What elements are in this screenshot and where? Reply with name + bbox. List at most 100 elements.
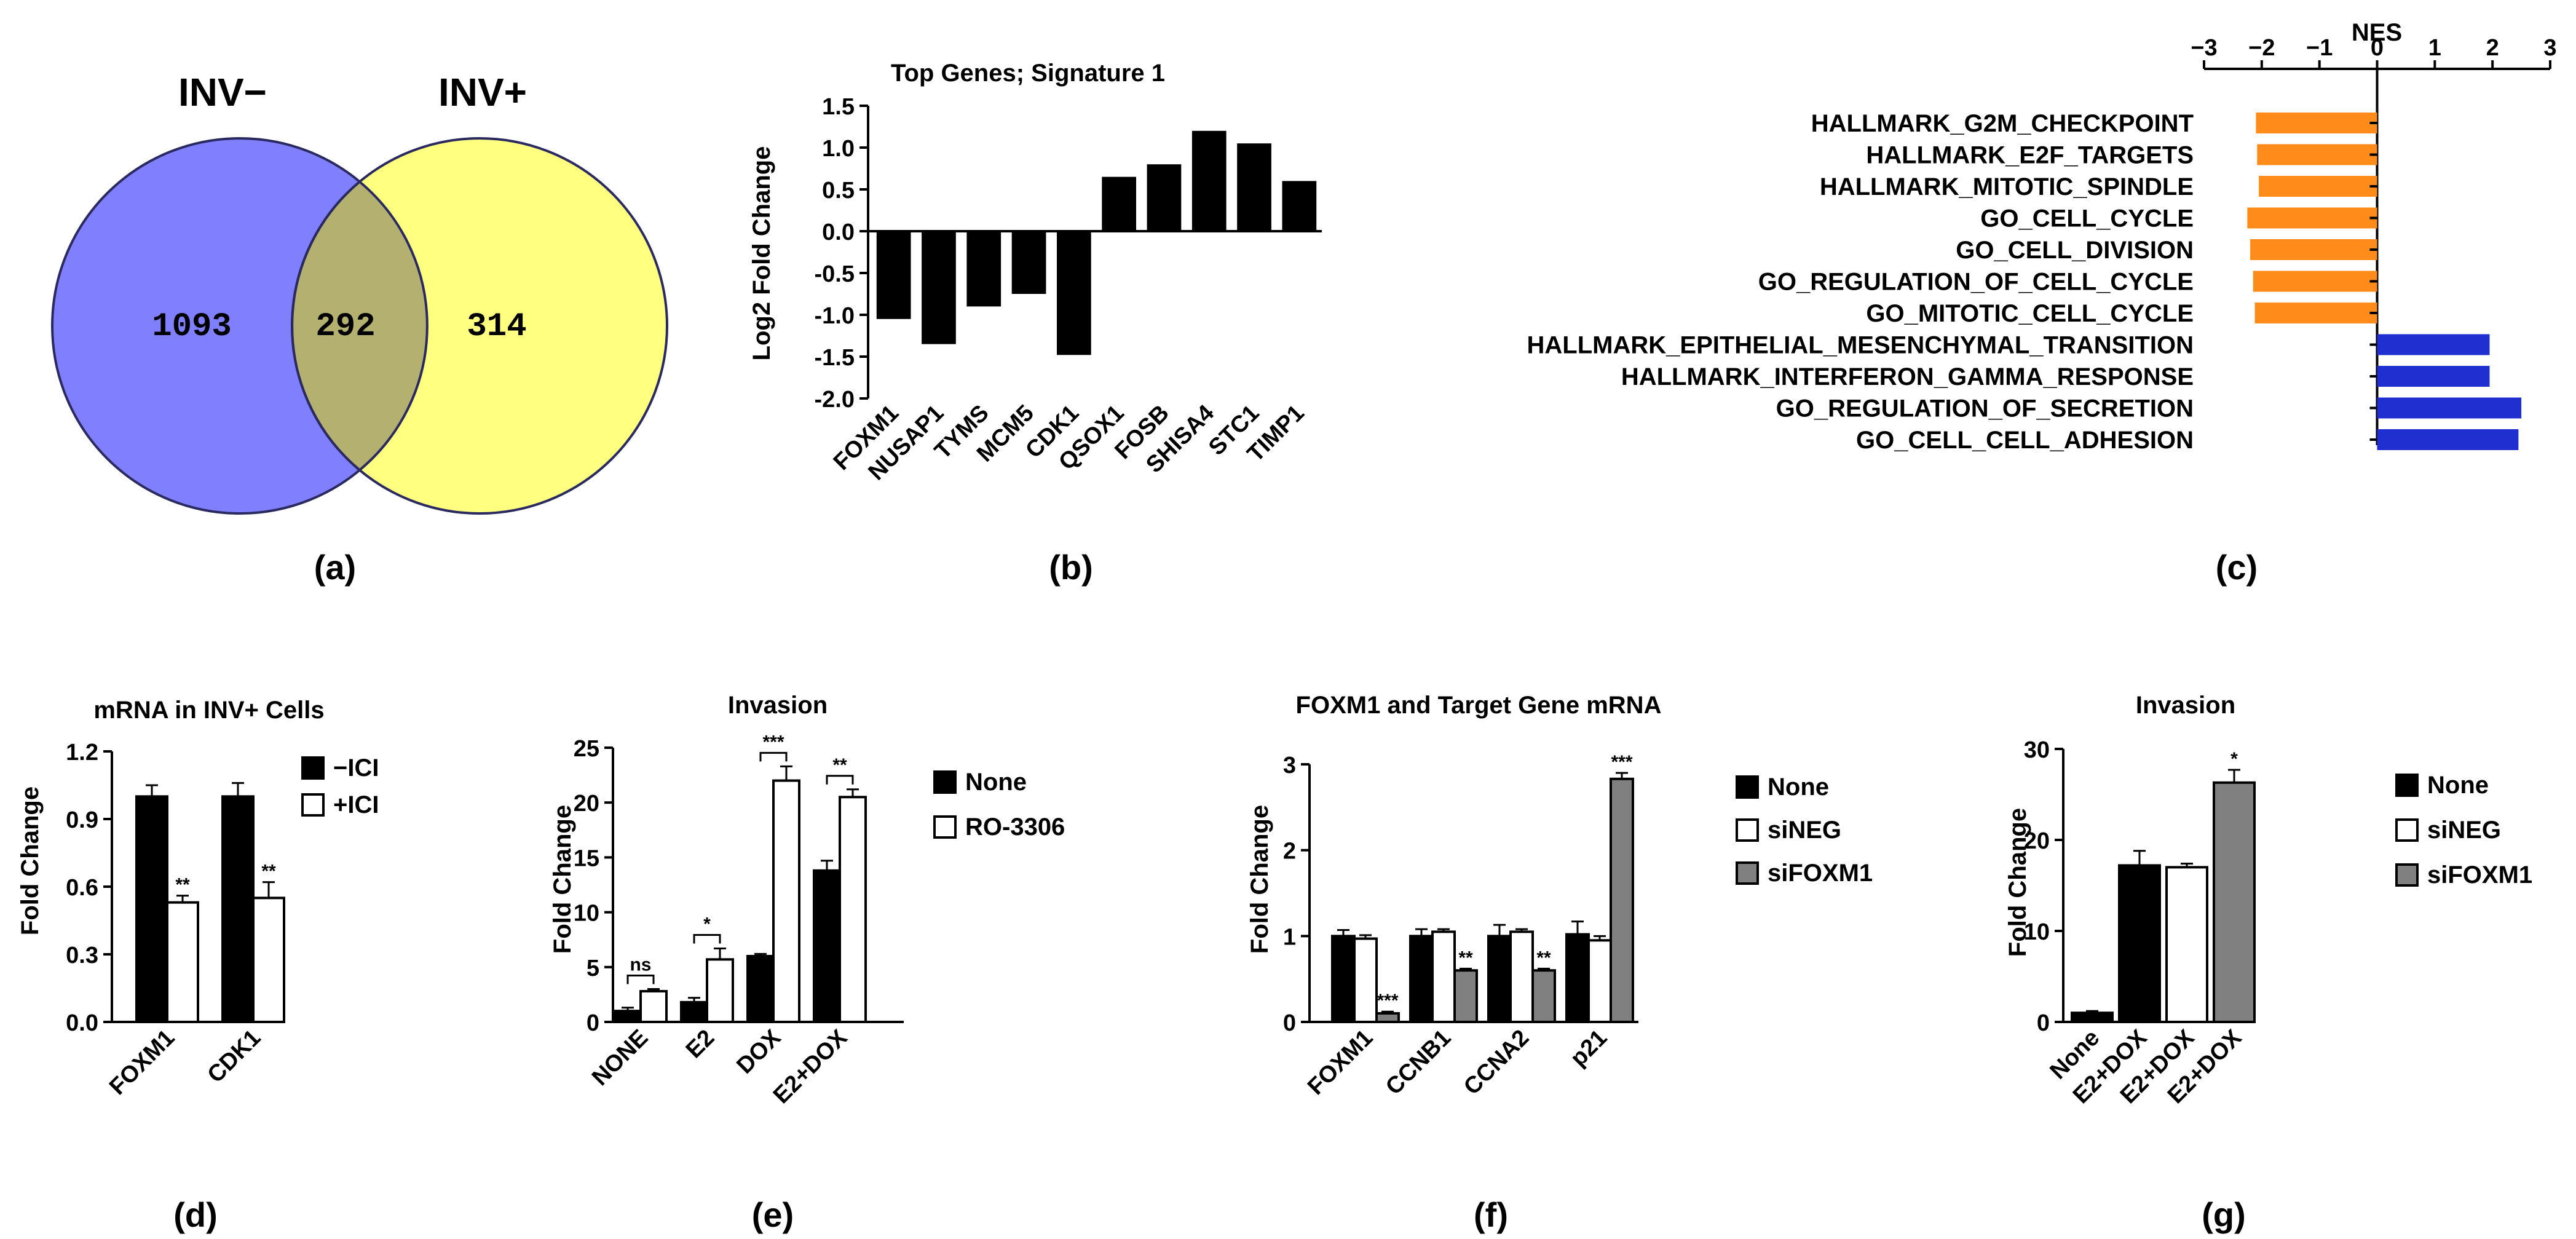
x-tick-label: −2 — [2248, 35, 2275, 61]
bar-sineg — [1431, 930, 1456, 1023]
venn-count-overlap: 292 — [315, 308, 375, 346]
venn-set-label-right: INV+ — [438, 70, 527, 114]
y-tick-label: 0.5 — [822, 178, 855, 204]
legend-swatch — [2395, 818, 2419, 842]
legend-swatch — [933, 770, 957, 794]
bar-sifoxm1 — [1453, 969, 1478, 1023]
chart-g-ylabel: Fold Change — [2004, 808, 2031, 957]
legend-swatch — [2395, 774, 2419, 797]
y-tick-label: 10 — [2024, 919, 2050, 945]
y-tick-label: 20 — [574, 791, 599, 817]
bar--ici — [135, 795, 168, 1024]
panel-label-b: (b) — [1049, 548, 1093, 587]
comparison-bracket — [826, 775, 854, 785]
comparison-label: * — [703, 914, 711, 934]
panel-b-chart: Top Genes; Signature 1 Log2 Fold Change … — [748, 60, 1322, 485]
legend-swatch — [301, 756, 325, 780]
y-tick-label: 1.2 — [66, 740, 98, 766]
category-label: GO_CELL_CYCLE — [1980, 205, 2194, 232]
bar-timp1 — [1282, 181, 1317, 231]
bar-sifoxm1 — [1531, 969, 1556, 1023]
significance-marker: ** — [261, 861, 276, 882]
panel-labels: (a) (b) (c) (d) (e) (f) (g) — [173, 548, 2258, 1234]
comparison-label: ns — [630, 954, 651, 975]
bar-hallmark-epithelial-mesenchymal-transition — [2377, 334, 2490, 355]
bar-none — [813, 869, 841, 1023]
bar-hallmark-g2m-checkpoint — [2256, 113, 2377, 133]
panel-g-chart: Invasion Fold Change 0102030NoneE2+DOXE2… — [2004, 692, 2532, 1109]
panel-label-e: (e) — [752, 1195, 794, 1234]
y-tick-label: 2 — [1283, 839, 1296, 865]
legend-label: siNEG — [2427, 817, 2501, 844]
panel-f-chart: FOXM1 and Target Gene mRNA Fold Change 0… — [1246, 692, 1873, 1100]
legend-swatch — [1736, 775, 1759, 799]
x-tick-label: E2+DOX — [768, 1024, 853, 1109]
comparison-bracket — [626, 974, 655, 984]
legend-label: siFOXM1 — [2427, 861, 2532, 889]
comparison-label: ** — [832, 755, 847, 775]
y-tick-label: 0.3 — [66, 943, 98, 968]
legend-swatch — [933, 815, 957, 839]
bar-none — [614, 1010, 642, 1024]
panel-label-d: (d) — [173, 1195, 218, 1234]
y-tick-label: 1.0 — [822, 136, 855, 162]
bar-stc1 — [1237, 143, 1271, 231]
y-tick-label: 0.0 — [66, 1010, 98, 1036]
legend-label: None — [1768, 774, 1829, 801]
x-tick-label: DOX — [732, 1024, 786, 1079]
comparison-bracket — [693, 933, 721, 944]
chart-f-title: FOXM1 and Target Gene mRNA — [1296, 692, 1662, 719]
x-tick-label: CCNB1 — [1381, 1025, 1456, 1100]
bar-none — [1565, 933, 1590, 1024]
y-tick-label: 1 — [1283, 924, 1296, 950]
category-label: GO_CELL_CELL_ADHESION — [1856, 427, 2194, 454]
bar-4 — [2213, 781, 2256, 1023]
x-tick-label: −1 — [2306, 35, 2333, 61]
significance-marker: *** — [1377, 991, 1398, 1011]
legend-swatch — [301, 793, 325, 817]
chart-c-plot: −3 −2 −1 0 1 2 3 HALLMARK_G2M_CHECKPOINT HALLMAR… — [1527, 35, 2557, 454]
venn-overlap-region — [291, 180, 429, 472]
x-tick-label: 0 — [2371, 35, 2384, 61]
x-tick-label: FOXM1 — [105, 1025, 180, 1100]
bar-cdk1 — [1056, 231, 1091, 355]
bar-go-cell-division — [2250, 239, 2377, 260]
bar--ici — [252, 897, 285, 1024]
chart-b-plot: -2.0-1.5-1.0-0.50.00.51.01.5FOXM1NUSAP1T… — [815, 94, 1322, 485]
y-tick-label: 0.9 — [66, 807, 98, 833]
category-label: HALLMARK_INTERFERON_GAMMA_RESPONSE — [1621, 363, 2194, 390]
bar-sineg — [1353, 937, 1378, 1023]
venn-count-left: 1093 — [152, 308, 232, 346]
bar-go-cell-cell-adhesion — [2377, 429, 2519, 450]
panel-a-venn: INV− INV+ 1093 292 314 — [51, 70, 668, 515]
x-tick-label: −3 — [2191, 35, 2217, 61]
significance-marker: * — [2230, 749, 2238, 769]
bar-none — [1331, 935, 1356, 1024]
bar-go-mitotic-cell-cycle — [2254, 303, 2377, 323]
chart-d-legend: −ICI +ICI — [301, 754, 379, 818]
y-tick-label: -1.0 — [815, 303, 855, 329]
bar-go-regulation-of-cell-cycle — [2253, 271, 2377, 292]
bar-none — [746, 954, 775, 1023]
bar-ro-3306 — [839, 796, 867, 1024]
chart-e-title: Invasion — [728, 692, 828, 719]
chart-b-title: Top Genes; Signature 1 — [891, 60, 1165, 87]
category-label: HALLMARK_MITOTIC_SPINDLE — [1820, 173, 2194, 200]
y-tick-label: 0 — [2037, 1010, 2050, 1036]
bar--ici — [166, 901, 199, 1023]
category-label: HALLMARK_E2F_TARGETS — [1866, 142, 2194, 169]
bar-sifoxm1 — [1375, 1012, 1400, 1023]
bar-3 — [2165, 866, 2208, 1024]
legend-label: −ICI — [333, 754, 379, 782]
bar-sineg — [1587, 939, 1612, 1023]
x-tick-label: p21 — [1565, 1025, 1612, 1072]
venn-count-right: 314 — [467, 308, 526, 346]
bar-ro-3306 — [706, 958, 734, 1024]
legend-swatch — [1736, 818, 1759, 842]
bar-sifoxm1 — [1610, 777, 1634, 1023]
x-tick-label: CDK1 — [203, 1025, 266, 1088]
y-tick-label: 25 — [574, 736, 599, 762]
